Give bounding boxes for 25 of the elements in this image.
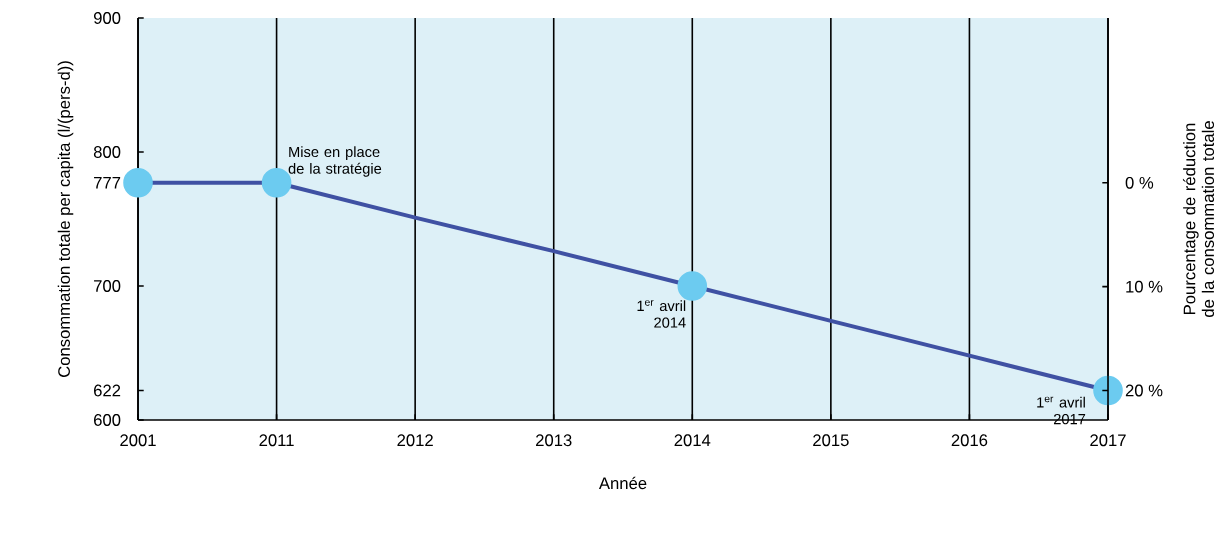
annotation: Mise en place de la stratégie — [288, 146, 382, 177]
x-tick-label: 2001 — [120, 434, 156, 447]
y-tick-label: 600 — [94, 414, 121, 426]
x-tick-label: 2012 — [397, 434, 433, 447]
x-tick-label: 2011 — [259, 434, 294, 447]
y-tick-label: 777 — [94, 177, 121, 189]
y-axis-title: Consommation totale per capita (l/(pers-d)) — [57, 61, 74, 378]
x-tick-label: 2015 — [813, 434, 849, 447]
y-tick-label: 700 — [94, 280, 121, 292]
y2-tick-label: 0 % — [1125, 176, 1154, 189]
y-tick-label: 622 — [94, 384, 121, 397]
x-tick-label: 2013 — [536, 434, 572, 447]
y2-axis-title: Pourcentage de réduction de la consommation totale — [1182, 121, 1215, 317]
y-tick-label: 900 — [93, 12, 121, 24]
point — [677, 271, 708, 301]
point — [1093, 375, 1123, 406]
point — [123, 168, 153, 198]
x-tick-label: 2017 — [1090, 434, 1126, 447]
annotation: 1$^{er}$ avril 2014 — [637, 300, 686, 328]
x-tick-label: 2016 — [951, 434, 988, 447]
x-axis-title: Année — [598, 476, 647, 490]
y2-tick-label: 20 % — [1125, 384, 1163, 397]
x-tick-label: 2014 — [674, 434, 711, 447]
y-tick-label: 800 — [93, 146, 121, 158]
y2-tick-label: 10 % — [1126, 280, 1163, 293]
